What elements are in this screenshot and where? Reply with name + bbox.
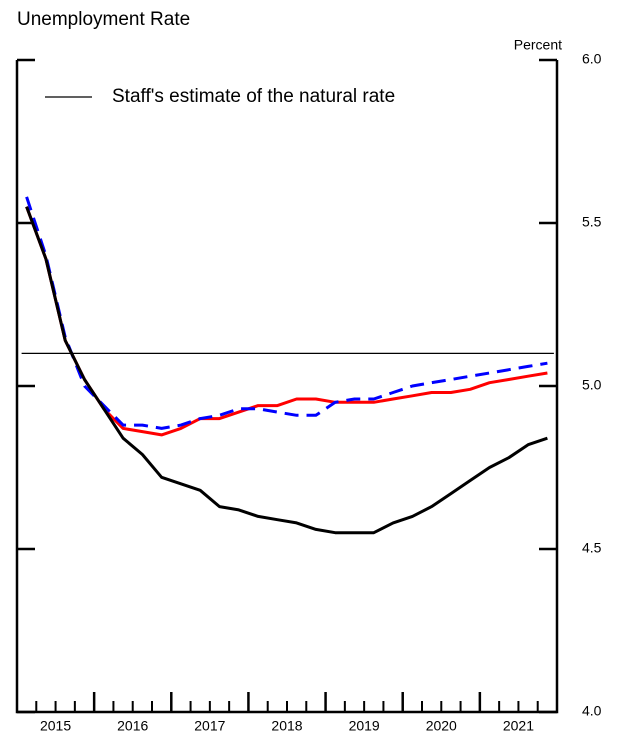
chart-title: Unemployment Rate <box>17 9 190 30</box>
x-tick-label: 2021 <box>503 718 534 734</box>
series-line <box>25 196 548 430</box>
y-unit: Percent <box>514 37 562 53</box>
series-line <box>25 206 548 535</box>
x-tick-label: 2020 <box>426 718 457 734</box>
x-tick-label: 2018 <box>271 718 302 734</box>
y-tick-label: 5.0 <box>582 377 602 393</box>
y-tick-label: 4.5 <box>582 540 602 556</box>
y-tick-label: 6.0 <box>582 51 602 67</box>
series-line <box>25 206 548 437</box>
y-tick-label: 5.5 <box>582 214 602 230</box>
x-tick-label: 2015 <box>40 718 71 734</box>
x-tick-label: 2017 <box>194 718 225 734</box>
legend-label: Staff's estimate of the natural rate <box>112 86 395 107</box>
x-tick-label: 2016 <box>117 718 148 734</box>
x-tick-label: 2019 <box>349 718 380 734</box>
y-tick-label: 4.0 <box>582 703 602 719</box>
